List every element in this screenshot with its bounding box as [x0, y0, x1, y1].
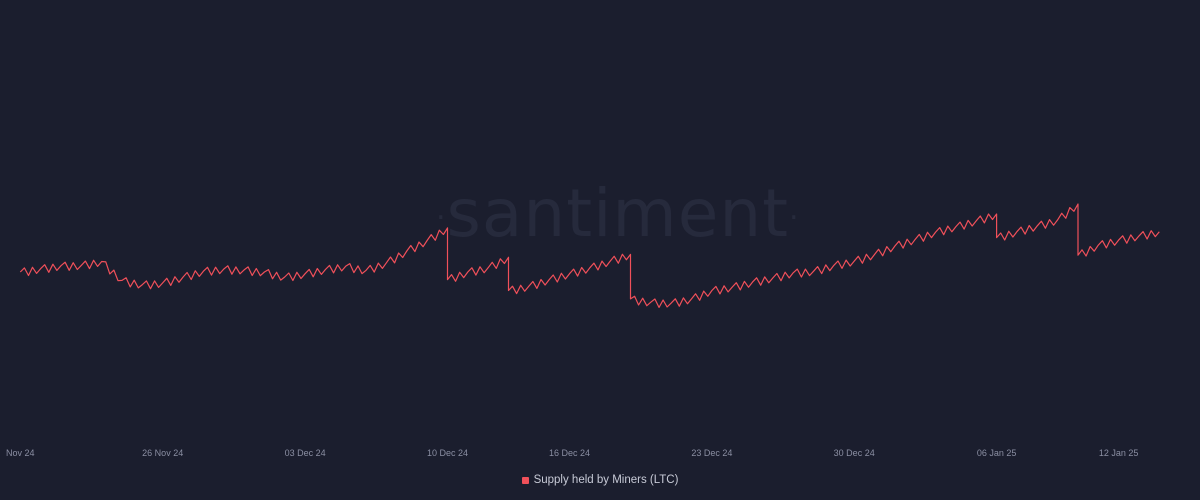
- x-tick-label: Nov 24: [6, 448, 35, 458]
- x-tick-label: 23 Dec 24: [691, 448, 732, 458]
- legend[interactable]: Supply held by Miners (LTC): [0, 474, 1200, 486]
- x-tick-label: 26 Nov 24: [142, 448, 183, 458]
- x-axis-ticks: Nov 24 26 Nov 24 03 Dec 24 10 Dec 24 16 Dec …: [6, 448, 1138, 458]
- legend-swatch: [521, 476, 529, 484]
- x-tick-label: 30 Dec 24: [834, 448, 875, 458]
- series-layer: [19, 203, 1160, 308]
- x-tick-label: 10 Dec 24: [427, 448, 468, 458]
- x-tick-label: 12 Jan 25: [1099, 448, 1139, 458]
- x-tick-label: 03 Dec 24: [285, 448, 326, 458]
- watermark-logo: ·santiment·: [436, 175, 800, 252]
- x-tick-label: 06 Jan 25: [977, 448, 1017, 458]
- legend-label: Supply held by Miners (LTC): [533, 474, 679, 486]
- x-tick-label: 16 Dec 24: [549, 448, 590, 458]
- series-line-0[interactable]: [19, 203, 1160, 308]
- watermark-text: santiment: [446, 175, 790, 252]
